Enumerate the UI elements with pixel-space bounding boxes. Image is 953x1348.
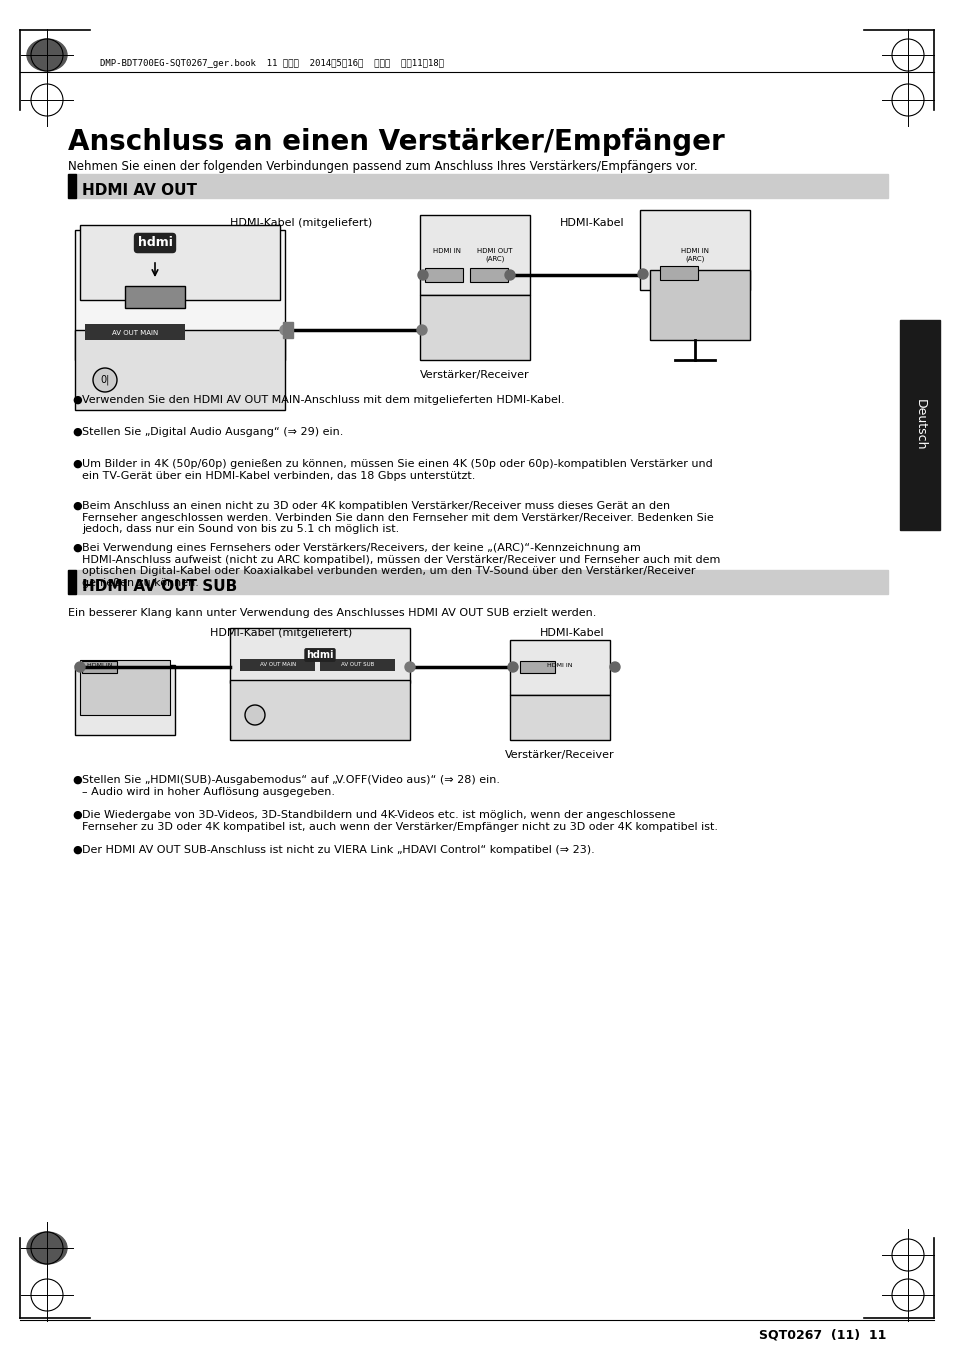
Text: AV OUT MAIN: AV OUT MAIN — [112, 330, 158, 336]
Text: Verstärker/Receiver: Verstärker/Receiver — [505, 749, 614, 760]
Text: HDMI IN
(ARC): HDMI IN (ARC) — [680, 248, 708, 262]
Text: Nehmen Sie einen der folgenden Verbindungen passend zum Anschluss Ihres Verstärk: Nehmen Sie einen der folgenden Verbindun… — [68, 160, 697, 173]
Text: Anschluss an einen Verstärker/Empfänger: Anschluss an einen Verstärker/Empfänger — [68, 128, 724, 156]
Circle shape — [504, 270, 515, 280]
Bar — [319, 659, 395, 671]
Text: ●: ● — [71, 775, 82, 785]
Text: 0|: 0| — [100, 375, 110, 386]
Text: ●: ● — [71, 501, 82, 511]
Bar — [639, 210, 749, 290]
Bar — [649, 270, 749, 340]
Text: Stellen Sie „Digital Audio Ausgang“ (⇒ 29) ein.: Stellen Sie „Digital Audio Ausgang“ (⇒ 2… — [82, 427, 343, 437]
Text: Bei Verwendung eines Fernsehers oder Verstärkers/Receivers, der keine „(ARC)“-Ke: Bei Verwendung eines Fernsehers oder Ver… — [82, 543, 720, 588]
Ellipse shape — [27, 39, 67, 71]
Bar — [68, 570, 887, 594]
Bar — [899, 319, 939, 530]
Text: Die Wiedergabe von 3D-Videos, 3D-Standbildern und 4K-Videos etc. ist möglich, we: Die Wiedergabe von 3D-Videos, 3D-Standbi… — [82, 810, 718, 832]
Text: ●: ● — [71, 810, 82, 820]
Bar — [68, 570, 76, 594]
Text: Ein besserer Klang kann unter Verwendung des Anschlusses HDMI AV OUT SUB erzielt: Ein besserer Klang kann unter Verwendung… — [68, 608, 596, 617]
Circle shape — [405, 662, 415, 673]
Text: SQT0267  (11)  11: SQT0267 (11) 11 — [758, 1329, 885, 1341]
Text: ●: ● — [71, 845, 82, 855]
Bar — [125, 286, 185, 307]
Bar — [75, 330, 285, 410]
Text: DMP-BDT700EG-SQT0267_ger.book  11 ページ  2014年5月16日  金曜日  午前11晉18分: DMP-BDT700EG-SQT0267_ger.book 11 ページ 201… — [100, 58, 443, 67]
Text: AV OUT MAIN: AV OUT MAIN — [259, 662, 295, 667]
Circle shape — [92, 368, 117, 392]
Bar — [470, 268, 507, 282]
Bar — [240, 659, 314, 671]
Bar — [75, 231, 285, 360]
Bar — [68, 174, 887, 198]
Text: Stellen Sie „HDMI(SUB)-Ausgabemodus“ auf „V.OFF(Video aus)“ (⇒ 28) ein.
– Audio : Stellen Sie „HDMI(SUB)-Ausgabemodus“ auf… — [82, 775, 499, 797]
Text: HDMI OUT
(ARC): HDMI OUT (ARC) — [476, 248, 512, 262]
Text: HDMI-Kabel: HDMI-Kabel — [559, 218, 624, 228]
Circle shape — [417, 270, 428, 280]
Bar — [75, 665, 174, 735]
Text: ●: ● — [71, 460, 82, 469]
Text: HDMI IN: HDMI IN — [547, 663, 572, 669]
Text: HDMI AV OUT SUB: HDMI AV OUT SUB — [82, 580, 237, 594]
Text: Beim Anschluss an einen nicht zu 3D oder 4K kompatiblen Verstärker/Receiver muss: Beim Anschluss an einen nicht zu 3D oder… — [82, 501, 713, 534]
Bar — [510, 640, 609, 696]
Circle shape — [280, 325, 290, 336]
Bar — [283, 322, 293, 338]
Text: ●: ● — [71, 427, 82, 437]
Bar — [424, 268, 462, 282]
Bar — [419, 214, 530, 295]
Text: Verwenden Sie den HDMI AV OUT MAIN-Anschluss mit dem mitgelieferten HDMI-Kabel.: Verwenden Sie den HDMI AV OUT MAIN-Ansch… — [82, 395, 564, 404]
Circle shape — [507, 662, 517, 673]
Bar — [80, 225, 280, 301]
Circle shape — [638, 270, 647, 279]
Text: HDMI IN: HDMI IN — [433, 248, 460, 253]
Text: Der HDMI AV OUT SUB-Anschluss ist nicht zu VIERA Link „HDAVI Control“ kompatibel: Der HDMI AV OUT SUB-Anschluss ist nicht … — [82, 845, 594, 855]
Bar — [80, 661, 170, 714]
Text: HDMI AV OUT: HDMI AV OUT — [82, 183, 196, 198]
Text: hdmi: hdmi — [137, 236, 172, 249]
Ellipse shape — [27, 1232, 67, 1264]
Text: Um Bilder in 4K (50p/60p) genießen zu können, müssen Sie einen 4K (50p oder 60p): Um Bilder in 4K (50p/60p) genießen zu kö… — [82, 460, 712, 481]
Text: Deutsch: Deutsch — [913, 399, 925, 450]
Bar — [659, 266, 698, 280]
Circle shape — [75, 662, 85, 673]
Text: HDMI IN: HDMI IN — [87, 663, 112, 669]
Text: HDMI-Kabel (mitgeliefert): HDMI-Kabel (mitgeliefert) — [230, 218, 372, 228]
Bar — [85, 324, 185, 340]
Bar — [82, 661, 117, 673]
Text: HDMI-Kabel: HDMI-Kabel — [539, 628, 604, 638]
Text: hdmi: hdmi — [306, 650, 334, 661]
Text: AV OUT SUB: AV OUT SUB — [341, 662, 375, 667]
Text: HDMI-Kabel (mitgeliefert): HDMI-Kabel (mitgeliefert) — [210, 628, 352, 638]
Text: ●: ● — [71, 395, 82, 404]
Bar — [510, 696, 609, 740]
Text: ●: ● — [71, 543, 82, 553]
Circle shape — [609, 662, 619, 673]
Bar — [419, 295, 530, 360]
Bar — [230, 628, 410, 683]
Circle shape — [416, 325, 427, 336]
Circle shape — [245, 705, 265, 725]
Text: Verstärker/Receiver: Verstärker/Receiver — [419, 369, 529, 380]
Bar — [230, 679, 410, 740]
Bar — [519, 661, 555, 673]
Bar — [68, 174, 76, 198]
